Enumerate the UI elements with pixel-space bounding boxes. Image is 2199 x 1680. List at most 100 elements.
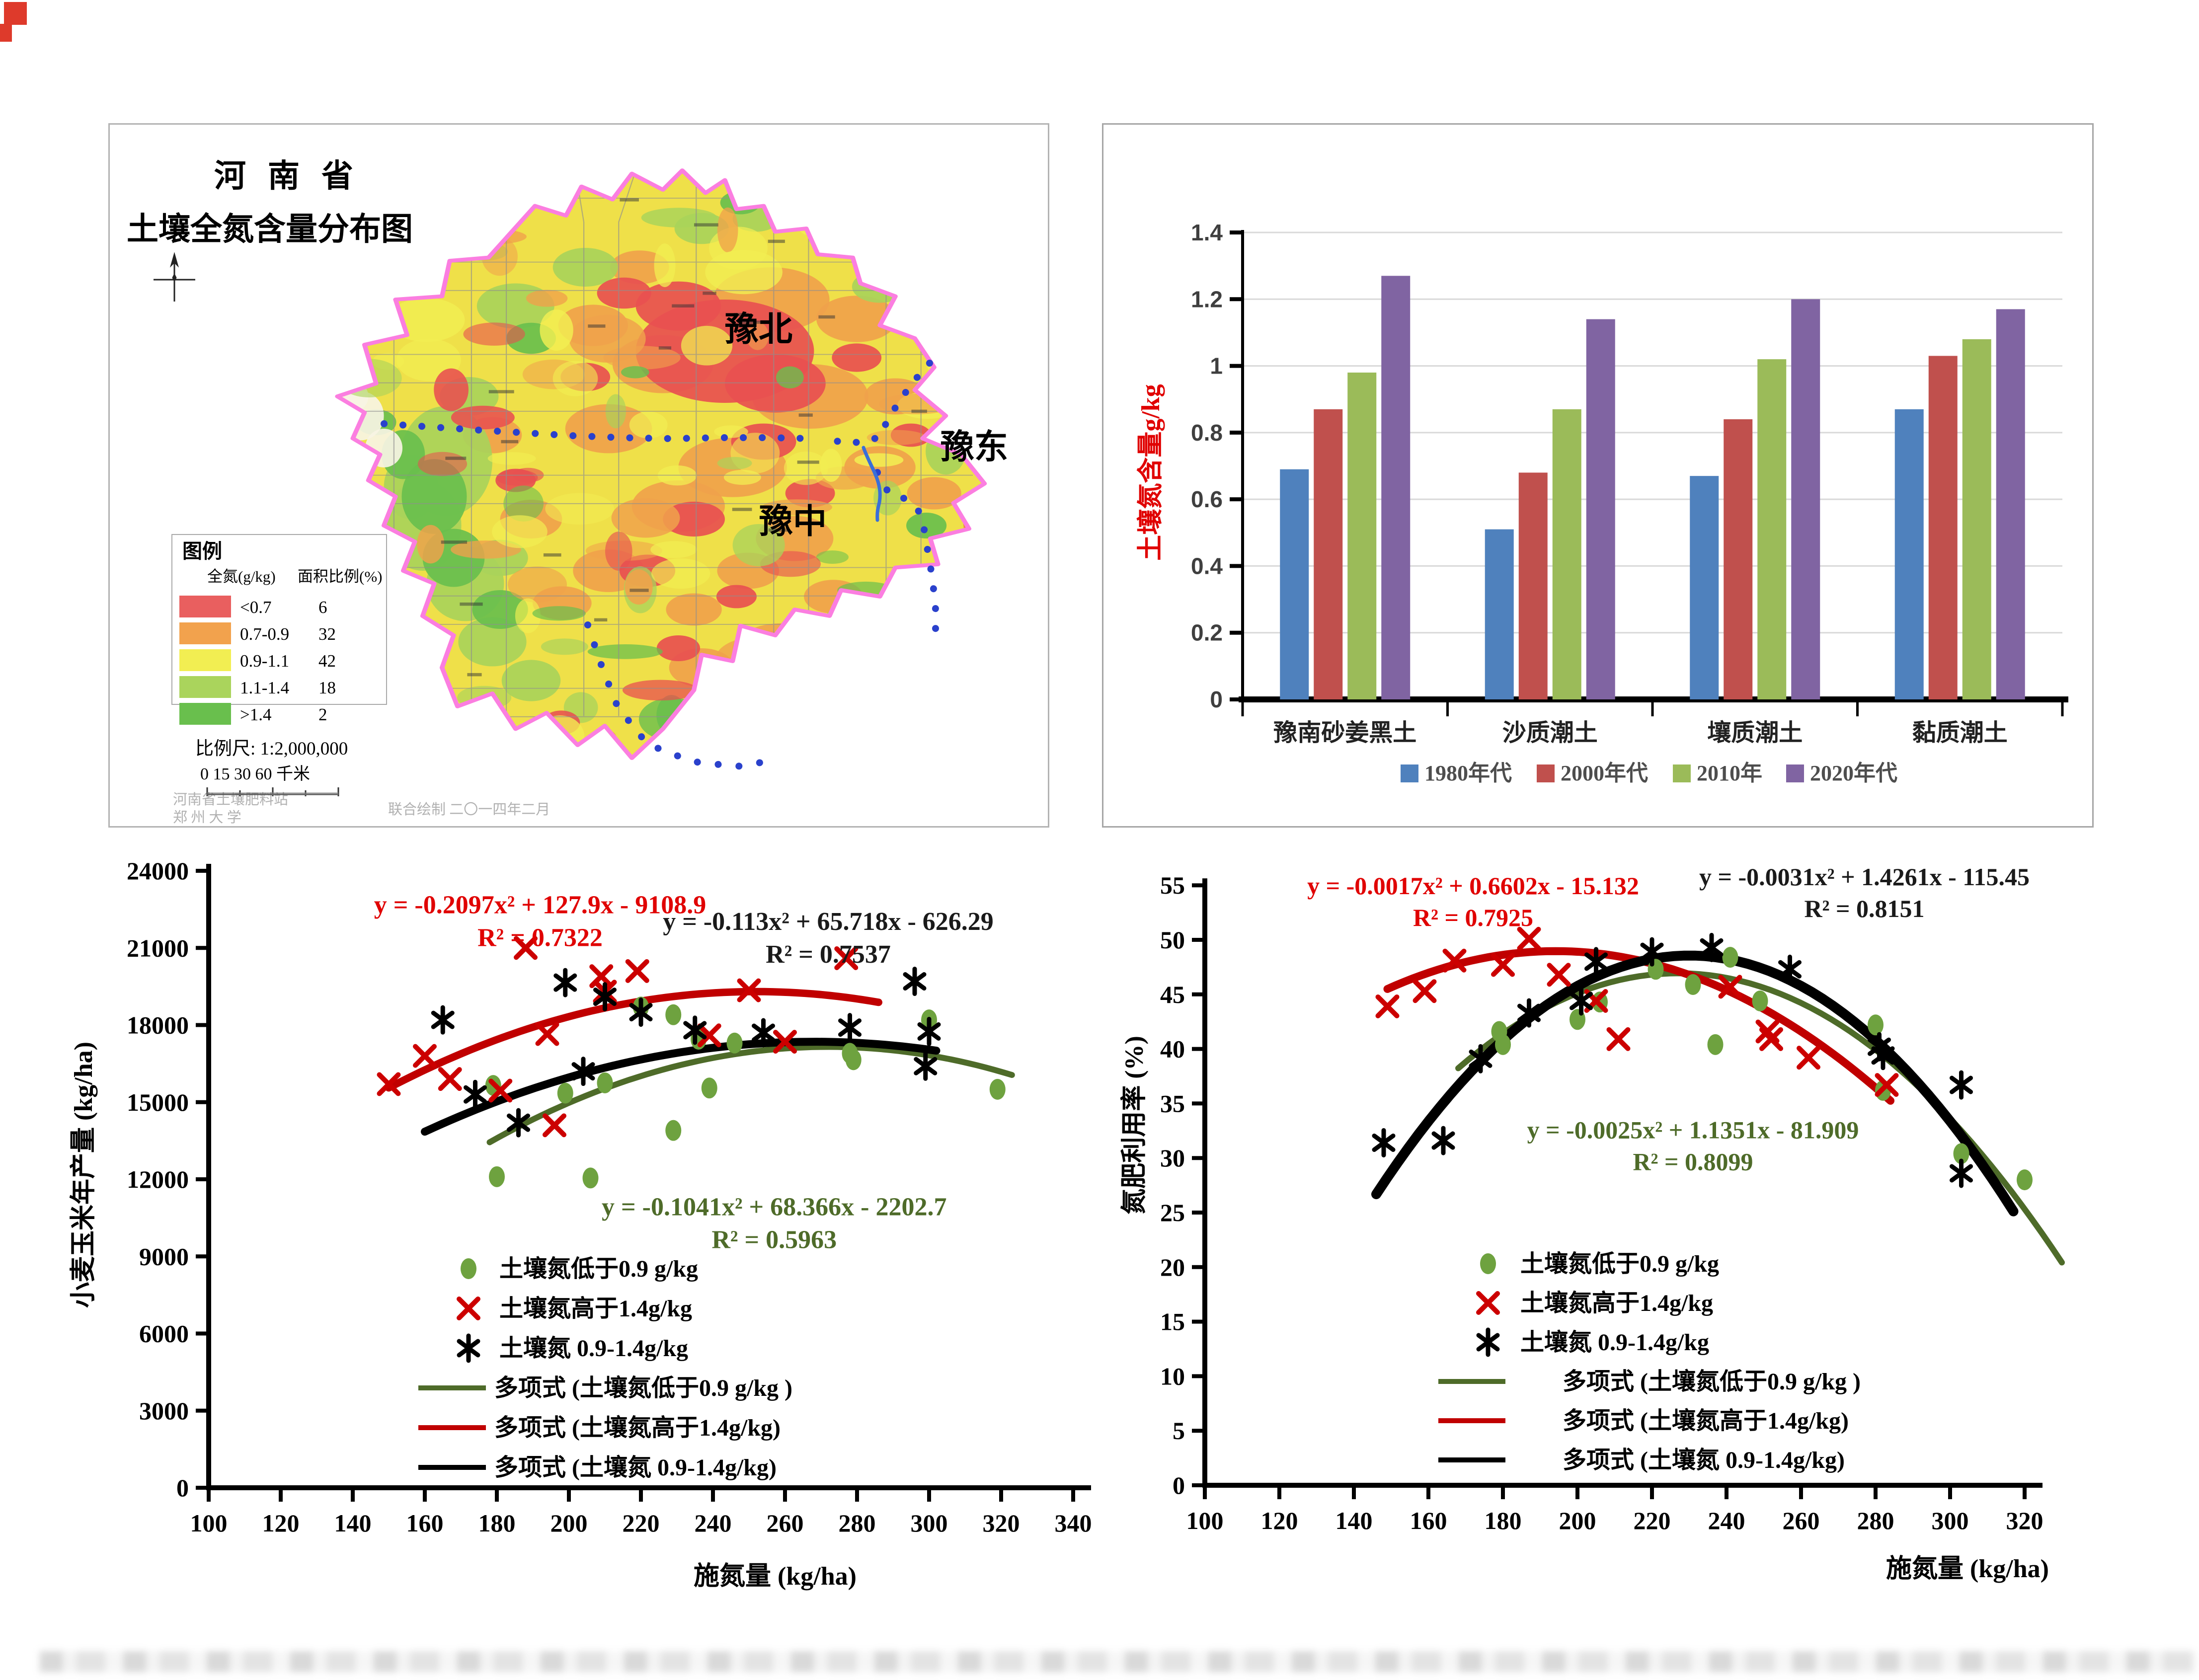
bar-2000年代-壤质潮土	[1724, 419, 1753, 699]
map-credit-right: 联合绘制 二〇一四年二月	[388, 801, 550, 818]
nue-scatter-panel: 0 5 10 15 20 25 30 35 40 45 50 55 100 120 140 160 180 200…	[1108, 844, 2199, 1680]
svg-text:6000: 6000	[139, 1320, 189, 1348]
svg-text:沙质潮土: 沙质潮土	[1502, 720, 1598, 746]
svg-text:1.1-1.4: 1.1-1.4	[240, 678, 289, 697]
svg-text:R² = 0.5963: R² = 0.5963	[711, 1225, 837, 1254]
svg-text:180: 180	[1485, 1507, 1522, 1534]
svg-text:土壤氮低于0.9 g/kg: 土壤氮低于0.9 g/kg	[1520, 1251, 1719, 1277]
svg-text:y = -0.1041x² + 68.366x - 2202: y = -0.1041x² + 68.366x - 2202.7	[602, 1193, 946, 1221]
svg-text:40: 40	[1160, 1035, 1185, 1063]
fit-curve	[421, 1038, 941, 1136]
svg-text:多项式 (土壤氮低于0.9 g/kg ): 多项式 (土壤氮低于0.9 g/kg )	[494, 1375, 792, 1401]
svg-text:多项式 (土壤氮 0.9-1.4g/kg): 多项式 (土壤氮 0.9-1.4g/kg)	[1563, 1447, 1845, 1473]
map-legend-row: >1.4 2	[179, 703, 327, 725]
svg-text:壤质潮土: 壤质潮土	[1707, 720, 1803, 746]
y-axis-title: 氮肥利用率 (%)	[1120, 1036, 1149, 1215]
map-legend-row: 0.7-0.9 32	[179, 622, 336, 644]
map-legend-col2: 面积比例(%)	[298, 568, 382, 585]
bar-gridlines	[1243, 231, 2062, 634]
svg-text:12000: 12000	[127, 1165, 189, 1193]
x-axis-title: 施氮量 (kg/ha)	[694, 1562, 857, 1591]
y-axis-title: 小麦玉米年产量 (kg/ha)	[69, 1042, 98, 1308]
map-title-line2: 土壤全氮含量分布图	[127, 212, 413, 247]
map-legend: 图例 全氮(g/kg) 面积比例(%) <0.7 6 0.7-0.9 32 0.9-1.…	[171, 534, 387, 725]
svg-text:3000: 3000	[139, 1397, 189, 1425]
svg-text:100: 100	[190, 1509, 228, 1537]
svg-text:6: 6	[318, 598, 327, 617]
svg-text:R² = 0.8151: R² = 0.8151	[1804, 895, 1924, 922]
series-asterisk	[1372, 932, 1973, 1188]
bar-axes: 0 0.2 0.4 0.6 0.8 1 1.2 1.4 豫南砂姜黑土 沙质潮土 壤质潮土 黏质潮土	[1191, 220, 2068, 746]
svg-text:>1.4: >1.4	[240, 705, 272, 724]
nue-vs-nitrogen-chart: 0 5 10 15 20 25 30 35 40 45 50 55 100 120 140 160 180 200…	[1120, 863, 2065, 1583]
map-title-line1: 河 南 省	[214, 158, 360, 194]
bar-2000年代-沙质潮土	[1518, 472, 1548, 699]
svg-text:35: 35	[1160, 1089, 1185, 1117]
svg-text:R² = 0.7537: R² = 0.7537	[766, 940, 891, 969]
svg-text:320: 320	[983, 1509, 1020, 1537]
bar-ylabel: 土壤氮含量g/kg	[1136, 384, 1165, 560]
bar-2010年-豫南砂姜黑土	[1347, 373, 1377, 699]
scatter-legend: 土壤氮低于0.9 g/kg 土壤氮高于1.4g/kg 土壤氮 0.9-1.4g/kg…	[418, 1256, 792, 1481]
map-scale: 比例尺: 1:2,000,000 0 15 30 60 千米	[195, 739, 348, 796]
svg-text:20: 20	[1160, 1253, 1185, 1281]
svg-text:多项式 (土壤氮高于1.4g/kg): 多项式 (土壤氮高于1.4g/kg)	[1563, 1408, 1849, 1434]
svg-text:15000: 15000	[127, 1088, 189, 1116]
svg-text:120: 120	[262, 1509, 300, 1537]
svg-text:豫南砂姜黑土: 豫南砂姜黑土	[1273, 720, 1416, 746]
svg-text:180: 180	[478, 1509, 516, 1537]
svg-text:y = -0.0017x² + 0.6602x - 15.1: y = -0.0017x² + 0.6602x - 15.132	[1307, 872, 1639, 900]
svg-text:5: 5	[1173, 1417, 1185, 1445]
map-scale-label: 比例尺: 1:2,000,000	[195, 739, 348, 759]
svg-text:50: 50	[1160, 926, 1185, 954]
bar-chart-panel: 0 0.2 0.4 0.6 0.8 1 1.2 1.4 豫南砂姜黑土 沙质潮土 壤质潮土 黏质潮土 19…	[1102, 123, 2094, 828]
svg-text:300: 300	[1932, 1507, 1969, 1534]
svg-text:土壤氮低于0.9 g/kg: 土壤氮低于0.9 g/kg	[499, 1256, 698, 1282]
map-paint-area	[335, 168, 987, 760]
svg-text:多项式 (土壤氮 0.9-1.4g/kg): 多项式 (土壤氮 0.9-1.4g/kg)	[494, 1454, 777, 1481]
map-credit-left1: 河南省土壤肥料站	[173, 791, 288, 808]
svg-text:200: 200	[550, 1509, 588, 1537]
svg-text:0: 0	[176, 1474, 189, 1502]
map-legend-col1: 全氮(g/kg)	[207, 568, 276, 585]
svg-text:土壤氮高于1.4g/kg: 土壤氮高于1.4g/kg	[499, 1296, 692, 1322]
series-asterisk	[431, 967, 941, 1138]
svg-text:多项式 (土壤氮低于0.9 g/kg ): 多项式 (土壤氮低于0.9 g/kg )	[1563, 1369, 1861, 1395]
soil-nitrogen-bar-chart: 0 0.2 0.4 0.6 0.8 1 1.2 1.4 豫南砂姜黑土 沙质潮土 壤质潮土 黏质潮土 19…	[1136, 220, 2068, 785]
svg-text:2000年代: 2000年代	[1561, 761, 1648, 785]
map-scale-numbers: 0 15 30 60 千米	[200, 764, 310, 783]
svg-text:1: 1	[1210, 353, 1223, 379]
svg-text:240: 240	[1708, 1507, 1745, 1534]
corner-marker	[4, 2, 27, 25]
svg-text:<0.7: <0.7	[240, 598, 272, 617]
bar-1980年代-沙质潮土	[1485, 529, 1514, 699]
svg-text:140: 140	[1335, 1507, 1373, 1534]
svg-text:160: 160	[406, 1509, 444, 1537]
bar-2010年-黏质潮土	[1962, 339, 1991, 699]
map-legend-row: 1.1-1.4 18	[179, 676, 336, 698]
footer-blur-text	[40, 1651, 2196, 1672]
svg-text:220: 220	[623, 1509, 660, 1537]
svg-text:55: 55	[1160, 871, 1185, 899]
svg-text:9000: 9000	[139, 1242, 189, 1270]
region-divider-lines	[381, 360, 939, 770]
map-legend-row: 0.9-1.1 42	[179, 649, 336, 671]
svg-text:y = -0.2097x² + 127.9x - 9108.: y = -0.2097x² + 127.9x - 9108.9	[374, 891, 706, 919]
compass-icon	[154, 252, 195, 302]
svg-text:15: 15	[1160, 1308, 1185, 1336]
bar-1980年代-壤质潮土	[1690, 476, 1719, 699]
map-credits: 河南省土壤肥料站 郑 州 大 学 联合绘制 二〇一四年二月	[173, 791, 550, 826]
map-credit-left2: 郑 州 大 学	[173, 809, 241, 826]
svg-text:2: 2	[318, 705, 327, 724]
bar-2010年-壤质潮土	[1757, 359, 1787, 699]
svg-text:320: 320	[2006, 1507, 2043, 1534]
svg-text:0.7-0.9: 0.7-0.9	[240, 624, 289, 644]
map-panel: 河 南 省 土壤全氮含量分布图 豫北 豫东 豫中	[108, 123, 1049, 828]
svg-text:160: 160	[1410, 1507, 1447, 1534]
svg-text:土壤氮高于1.4g/kg: 土壤氮高于1.4g/kg	[1520, 1290, 1713, 1316]
scatter-axes: 0 3000 6000 9000 12000 15000 18000 21000 24000 10…	[127, 857, 1092, 1537]
map-region-label-yuzhong: 豫中	[759, 503, 827, 540]
bar-2000年代-黏质潮土	[1928, 356, 1958, 699]
bar-1980年代-豫南砂姜黑土	[1280, 469, 1309, 699]
